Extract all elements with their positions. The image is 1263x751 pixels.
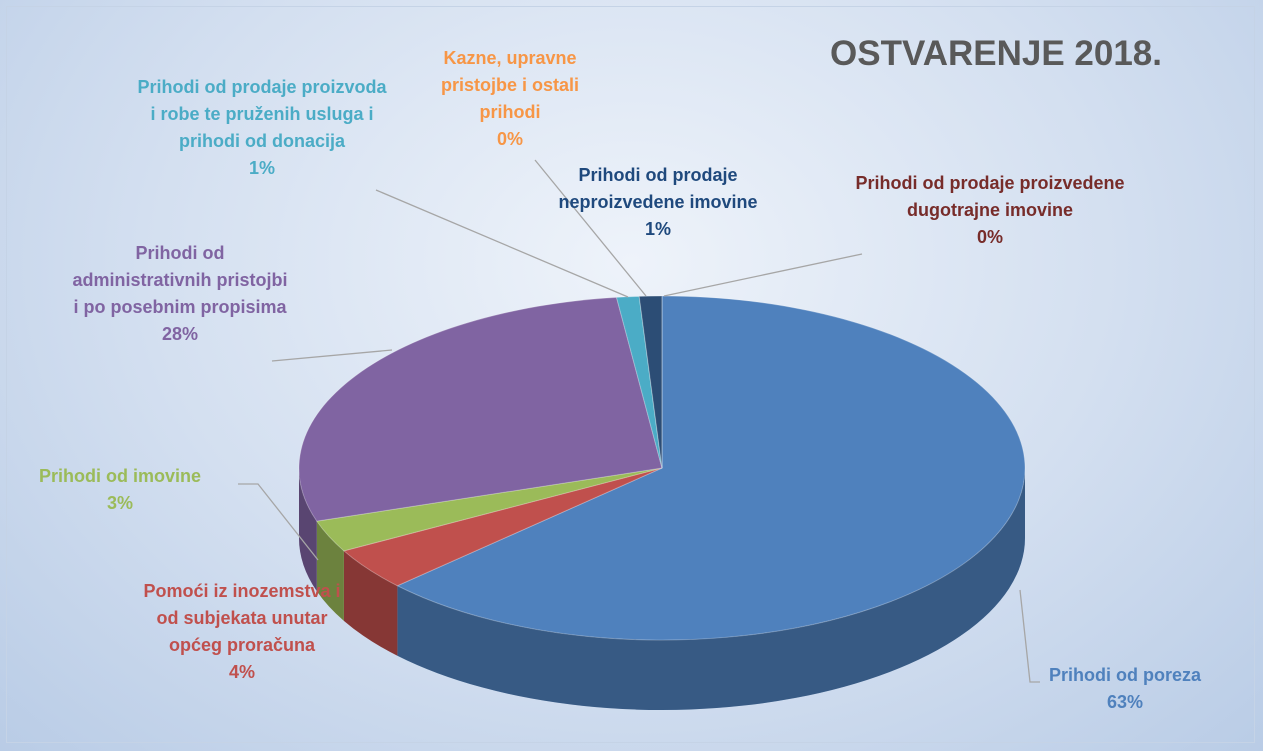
slice-side: [316, 521, 344, 621]
slice-label: Prihodi od imovine 3%: [0, 463, 240, 517]
category-label: Pomoći iz inozemstva i od subjekata unut…: [143, 581, 341, 655]
slice: [396, 295, 1026, 641]
slice-label: Prihodi od prodaje neproizvedene imovine…: [528, 162, 788, 243]
value-label: 3%: [106, 493, 133, 513]
value-label: 0%: [976, 227, 1003, 247]
slice-side-shade: [397, 468, 1026, 711]
slice-label: Prihodi od prodaje proizvoda i robe te p…: [137, 74, 387, 182]
value-label: 1%: [248, 158, 275, 178]
value-label: 4%: [228, 662, 255, 682]
slice-side: [299, 468, 317, 592]
leader-line: [271, 349, 393, 362]
slice-side-shade: [343, 550, 398, 656]
category-label: Prihodi od prodaje proizvedene dugotrajn…: [855, 173, 1125, 220]
value-label: 1%: [644, 219, 671, 239]
slice: [315, 467, 663, 552]
category-label: Prihodi od poreza: [1048, 665, 1201, 685]
category-label: Prihodi od imovine: [38, 466, 201, 486]
slice-side: [343, 550, 398, 656]
slice: [638, 295, 663, 469]
category-label: Prihodi od prodaje proizvoda i robe te p…: [137, 77, 387, 151]
category-label: Prihodi od administrativnih pristojbi i …: [72, 243, 288, 317]
slice-side-shade: [299, 468, 317, 592]
slice-label: Pomoći iz inozemstva i od subjekata unut…: [142, 578, 342, 686]
chart-frame: [6, 6, 1255, 743]
leader-line: [375, 189, 629, 298]
leader-line: [238, 483, 319, 561]
chart-title: OSTVARENJE 2018.: [830, 34, 1162, 73]
leader-line: [534, 159, 647, 297]
slice: [298, 296, 663, 522]
slice-side: [397, 468, 1026, 711]
leader-line: [1019, 589, 1040, 683]
slice-label: Prihodi od poreza 63%: [1015, 662, 1235, 716]
slice-label: Prihodi od administrativnih pristojbi i …: [70, 240, 290, 348]
leader-line: [663, 253, 863, 297]
category-label: Kazne, upravne pristojbe i ostali prihod…: [440, 48, 580, 122]
category-label: Prihodi od prodaje neproizvedene imovine: [558, 165, 758, 212]
slice-label: Prihodi od prodaje proizvedene dugotrajn…: [855, 170, 1125, 251]
slice: [342, 467, 663, 587]
slice-label: Kazne, upravne pristojbe i ostali prihod…: [410, 45, 610, 153]
slice-side-shade: [316, 521, 344, 621]
value-label: 0%: [496, 129, 523, 149]
value-label: 28%: [161, 324, 199, 344]
value-label: 63%: [1106, 692, 1144, 712]
